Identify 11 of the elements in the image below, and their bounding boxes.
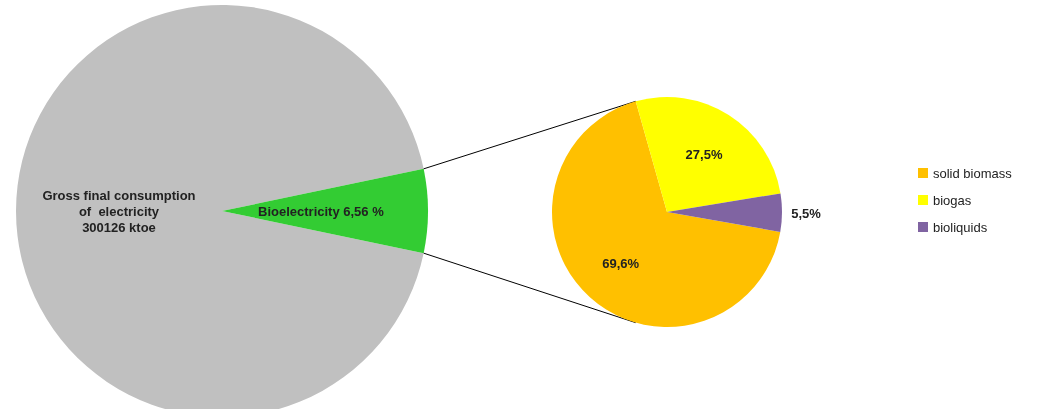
data-label: 5,5%	[791, 205, 822, 221]
slice-label: Bioelectricity 6,56 %	[258, 204, 385, 219]
pie-slice	[635, 97, 781, 212]
legend-label: solid biomass	[933, 166, 1013, 181]
pie-slice	[552, 101, 781, 327]
legend-label: biogas	[933, 193, 972, 208]
slice-label: Gross final consumption of electricity 300126 ktoe	[42, 188, 196, 235]
data-label: 27,5%	[685, 146, 723, 162]
pie-slice	[667, 193, 782, 232]
data-label: 69,6%	[602, 256, 640, 272]
legend-label: bioliquids	[933, 220, 988, 235]
